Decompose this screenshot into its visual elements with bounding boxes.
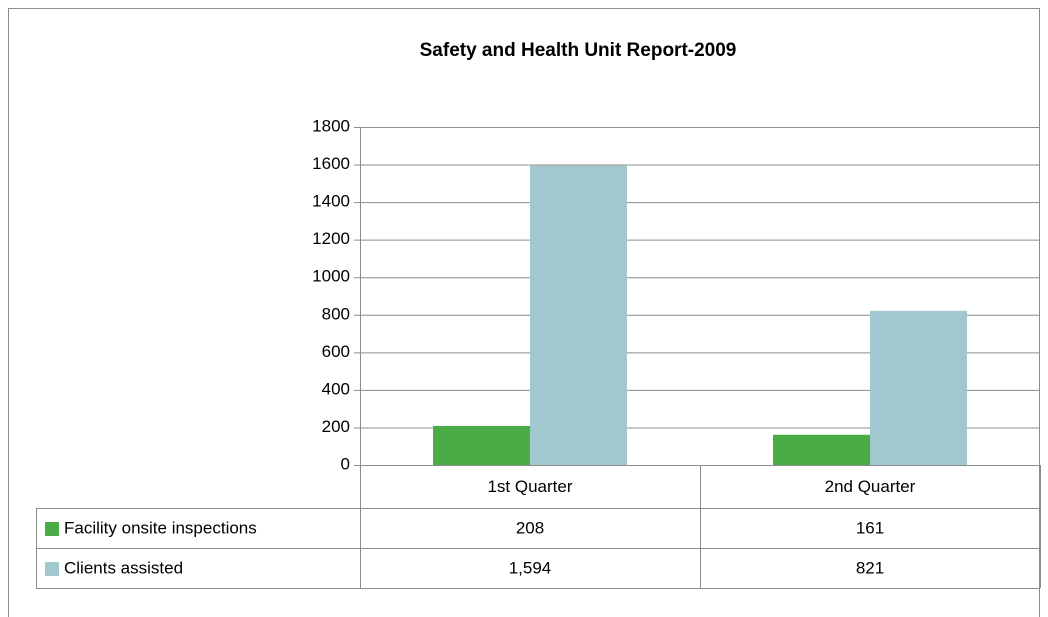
x-tick-label: 1st Quarter xyxy=(487,477,572,496)
y-tick-label: 0 xyxy=(341,454,350,473)
y-tick-label: 1000 xyxy=(312,267,350,286)
x-tick-label: 2nd Quarter xyxy=(825,477,916,496)
legend-label: Facility onsite inspections xyxy=(64,518,257,537)
y-tick-label: 600 xyxy=(322,342,350,361)
y-tick-label: 1800 xyxy=(312,116,350,135)
table-value: 821 xyxy=(856,558,884,577)
table-value: 161 xyxy=(856,518,884,537)
legend-key xyxy=(45,522,59,536)
y-tick-label: 1200 xyxy=(312,229,350,248)
bar xyxy=(870,310,967,465)
bar xyxy=(433,425,530,465)
bar xyxy=(530,165,627,465)
y-tick-label: 1600 xyxy=(312,154,350,173)
table-value: 1,594 xyxy=(509,558,552,577)
bar xyxy=(773,434,870,465)
y-tick-label: 400 xyxy=(322,379,350,398)
y-tick-label: 800 xyxy=(322,304,350,323)
table-value: 208 xyxy=(516,518,544,537)
legend-key xyxy=(45,562,59,576)
chart-title: Safety and Health Unit Report-2009 xyxy=(420,40,737,61)
chart-border xyxy=(8,8,1040,617)
y-tick-label: 1400 xyxy=(312,192,350,211)
y-tick-label: 200 xyxy=(322,417,350,436)
legend-label: Clients assisted xyxy=(64,558,183,577)
